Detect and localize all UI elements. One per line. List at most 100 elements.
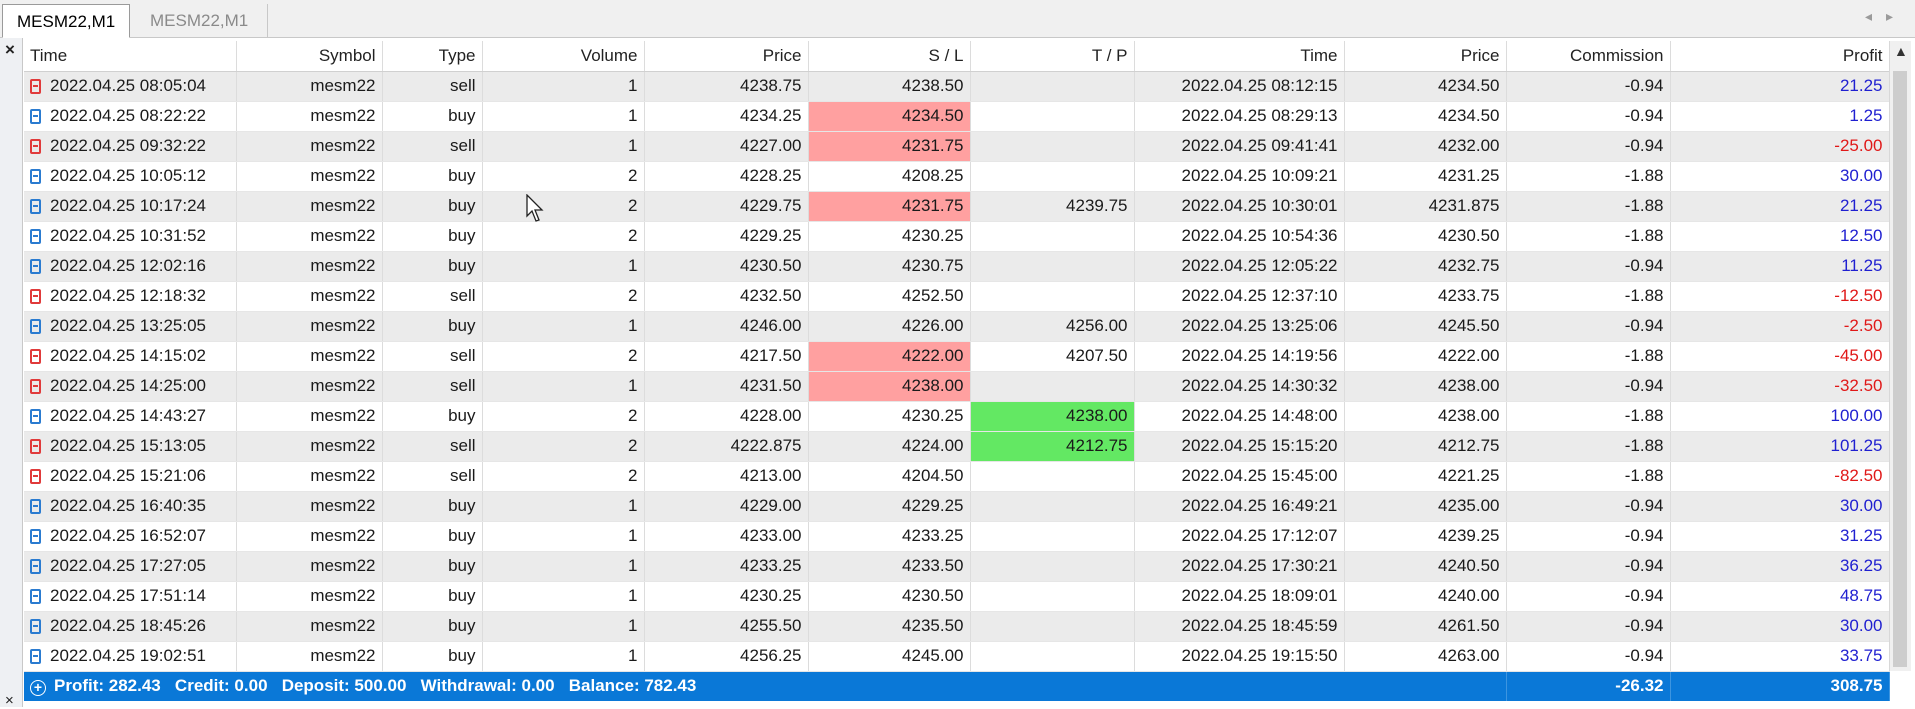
close-icon[interactable]: × <box>5 40 15 59</box>
table-row[interactable]: 2022.04.25 09:32:22 mesm22 sell 1 4227.00 423… <box>24 131 1890 162</box>
column-header-type[interactable]: Type <box>382 41 483 72</box>
profit-value: 48.75 <box>1839 586 1883 605</box>
close-time-cell: 2022.04.25 16:49:21 <box>1134 491 1345 522</box>
tab-mesm22-m1[interactable]: MESM22,M1 <box>136 4 268 38</box>
column-header-profit[interactable]: Profit <box>1670 41 1890 72</box>
tab-scroll-right-icon[interactable]: ▸ <box>1885 8 1907 24</box>
column-header-open-price[interactable]: Price <box>644 41 809 72</box>
table-row[interactable]: 2022.04.25 17:51:14 mesm22 buy 1 4230.25 4230… <box>24 581 1890 612</box>
table-row[interactable]: 2022.04.25 08:22:22 mesm22 buy 1 4234.25 4234… <box>24 101 1890 132</box>
buy-order-icon <box>30 649 41 664</box>
column-header-close-price[interactable]: Price <box>1344 41 1507 72</box>
open-price-value: 4217.50 <box>740 346 802 365</box>
tp-cell <box>970 71 1135 102</box>
open-time-cell: 2022.04.25 14:15:02 <box>24 341 237 372</box>
table-row[interactable]: 2022.04.25 14:43:27 mesm22 buy 2 4228.00 4230… <box>24 401 1890 432</box>
open-time-value: 2022.04.25 12:18:32 <box>50 286 206 305</box>
buy-order-icon <box>30 589 41 604</box>
close-price-cell: 4263.00 <box>1344 641 1507 672</box>
column-header-tp[interactable]: T / P <box>970 41 1135 72</box>
open-time-cell: 2022.04.25 15:21:06 <box>24 461 237 492</box>
table-row[interactable]: 2022.04.25 19:02:51 mesm22 buy 1 4256.25 4245… <box>24 641 1890 672</box>
sell-order-icon <box>30 469 41 484</box>
table-row[interactable]: 2022.04.25 08:05:04 mesm22 sell 1 4238.75 423… <box>24 71 1890 102</box>
volume-cell: 1 <box>482 371 645 402</box>
table-row[interactable]: 2022.04.25 12:18:32 mesm22 sell 2 4232.50 425… <box>24 281 1890 312</box>
close-price-cell: 4245.50 <box>1344 311 1507 342</box>
profit-cell: -12.50 <box>1670 281 1890 312</box>
tp-cell: 4256.00 <box>970 311 1135 342</box>
table-row[interactable]: 2022.04.25 18:45:26 mesm22 buy 1 4255.50 4235… <box>24 611 1890 642</box>
tp-cell <box>970 101 1135 132</box>
profit-cell: 11.25 <box>1670 251 1890 282</box>
panel-close-icon[interactable]: × <box>5 692 14 709</box>
tp-value: 4207.50 <box>1066 346 1128 365</box>
profit-cell: 21.25 <box>1670 191 1890 222</box>
volume-value: 2 <box>628 196 638 215</box>
open-price-cell: 4222.875 <box>644 431 809 462</box>
table-row[interactable]: 2022.04.25 14:25:00 mesm22 sell 1 4231.50 423… <box>24 371 1890 402</box>
trade-rows: 2022.04.25 08:05:04 mesm22 sell 1 4238.75 423… <box>24 71 1890 672</box>
close-price-cell: 4238.00 <box>1344 371 1507 402</box>
close-price-cell: 4238.00 <box>1344 401 1507 432</box>
close-time-value: 2022.04.25 10:54:36 <box>1181 226 1338 245</box>
tab-scroll-left-icon[interactable]: ◂ <box>1864 8 1886 24</box>
open-price-cell: 4228.25 <box>644 161 809 192</box>
open-price-value: 4231.50 <box>740 376 802 395</box>
open-time-cell: 2022.04.25 14:43:27 <box>24 401 237 432</box>
close-price-value: 4232.75 <box>1438 256 1500 275</box>
table-row[interactable]: 2022.04.25 16:52:07 mesm22 buy 1 4233.00 4233… <box>24 521 1890 552</box>
table-row[interactable]: 2022.04.25 12:02:16 mesm22 buy 1 4230.50 4230… <box>24 251 1890 282</box>
open-time-cell: 2022.04.25 16:52:07 <box>24 521 237 552</box>
table-row[interactable]: 2022.04.25 10:05:12 mesm22 buy 2 4228.25 4208… <box>24 161 1890 192</box>
open-time-value: 2022.04.25 14:43:27 <box>50 406 206 425</box>
type-cell: sell <box>382 431 483 462</box>
tab-scroll-arrows[interactable]: ◂▸ <box>1865 8 1907 25</box>
open-price-value: 4234.25 <box>740 106 802 125</box>
symbol-cell: mesm22 <box>236 581 383 612</box>
sl-value: 4234.50 <box>902 106 964 125</box>
close-price-value: 4238.00 <box>1438 376 1500 395</box>
scrollbar-thumb[interactable] <box>1893 71 1907 667</box>
table-row[interactable]: 2022.04.25 15:13:05 mesm22 sell 2 4222.875 42… <box>24 431 1890 462</box>
column-header-close-time[interactable]: Time <box>1134 41 1345 72</box>
volume-value: 2 <box>628 346 638 365</box>
column-header-commission[interactable]: Commission <box>1506 41 1671 72</box>
commission-cell: -0.94 <box>1506 71 1671 102</box>
scroll-up-icon[interactable]: ▲ <box>1894 43 1908 59</box>
table-row[interactable]: 2022.04.25 10:17:24 mesm22 buy 2 4229.75 4231… <box>24 191 1890 222</box>
table-row[interactable]: 2022.04.25 10:31:52 mesm22 buy 2 4229.25 4230… <box>24 221 1890 252</box>
expand-plus-icon[interactable]: + <box>30 680 46 697</box>
type-cell: buy <box>382 401 483 432</box>
column-header-volume[interactable]: Volume <box>482 41 645 72</box>
table-row[interactable]: 2022.04.25 17:27:05 mesm22 buy 1 4233.25 4233… <box>24 551 1890 582</box>
tab-mesm22-m1-active[interactable]: MESM22,M1 <box>2 4 130 38</box>
commission-cell: -1.88 <box>1506 341 1671 372</box>
vertical-scrollbar[interactable]: ▲ <box>1889 41 1911 671</box>
close-time-cell: 2022.04.25 18:09:01 <box>1134 581 1345 612</box>
column-header-sl[interactable]: S / L <box>808 41 971 72</box>
table-row[interactable]: 2022.04.25 13:25:05 mesm22 buy 1 4246.00 4226… <box>24 311 1890 342</box>
profit-cell: 100.00 <box>1670 401 1890 432</box>
column-header-open-time[interactable]: Time <box>24 41 237 72</box>
summary-profit: 308.75 <box>1670 671 1890 701</box>
open-price-value: 4213.00 <box>740 466 802 485</box>
volume-cell: 1 <box>482 131 645 162</box>
type-value: sell <box>449 436 476 455</box>
sl-cell: 4222.00 <box>808 341 971 372</box>
commission-cell: -0.94 <box>1506 101 1671 132</box>
summary-row[interactable]: + Profit: 282.43 Credit: 0.00 Deposit: 50… <box>24 671 1890 701</box>
table-row[interactable]: 2022.04.25 15:21:06 mesm22 sell 2 4213.00 420… <box>24 461 1890 492</box>
open-time-cell: 2022.04.25 10:31:52 <box>24 221 237 252</box>
symbol-cell: mesm22 <box>236 461 383 492</box>
tp-value: 4256.00 <box>1066 316 1128 335</box>
commission-value: -1.88 <box>1624 436 1664 455</box>
volume-value: 2 <box>628 406 638 425</box>
type-value: sell <box>449 376 476 395</box>
table-row[interactable]: 2022.04.25 16:40:35 mesm22 buy 1 4229.00 4229… <box>24 491 1890 522</box>
table-row[interactable]: 2022.04.25 14:15:02 mesm22 sell 2 4217.50 422… <box>24 341 1890 372</box>
sl-value: 4233.50 <box>902 556 964 575</box>
sl-value: 4229.25 <box>902 496 964 515</box>
commission-cell: -0.94 <box>1506 611 1671 642</box>
column-header-symbol[interactable]: Symbol <box>236 41 383 72</box>
